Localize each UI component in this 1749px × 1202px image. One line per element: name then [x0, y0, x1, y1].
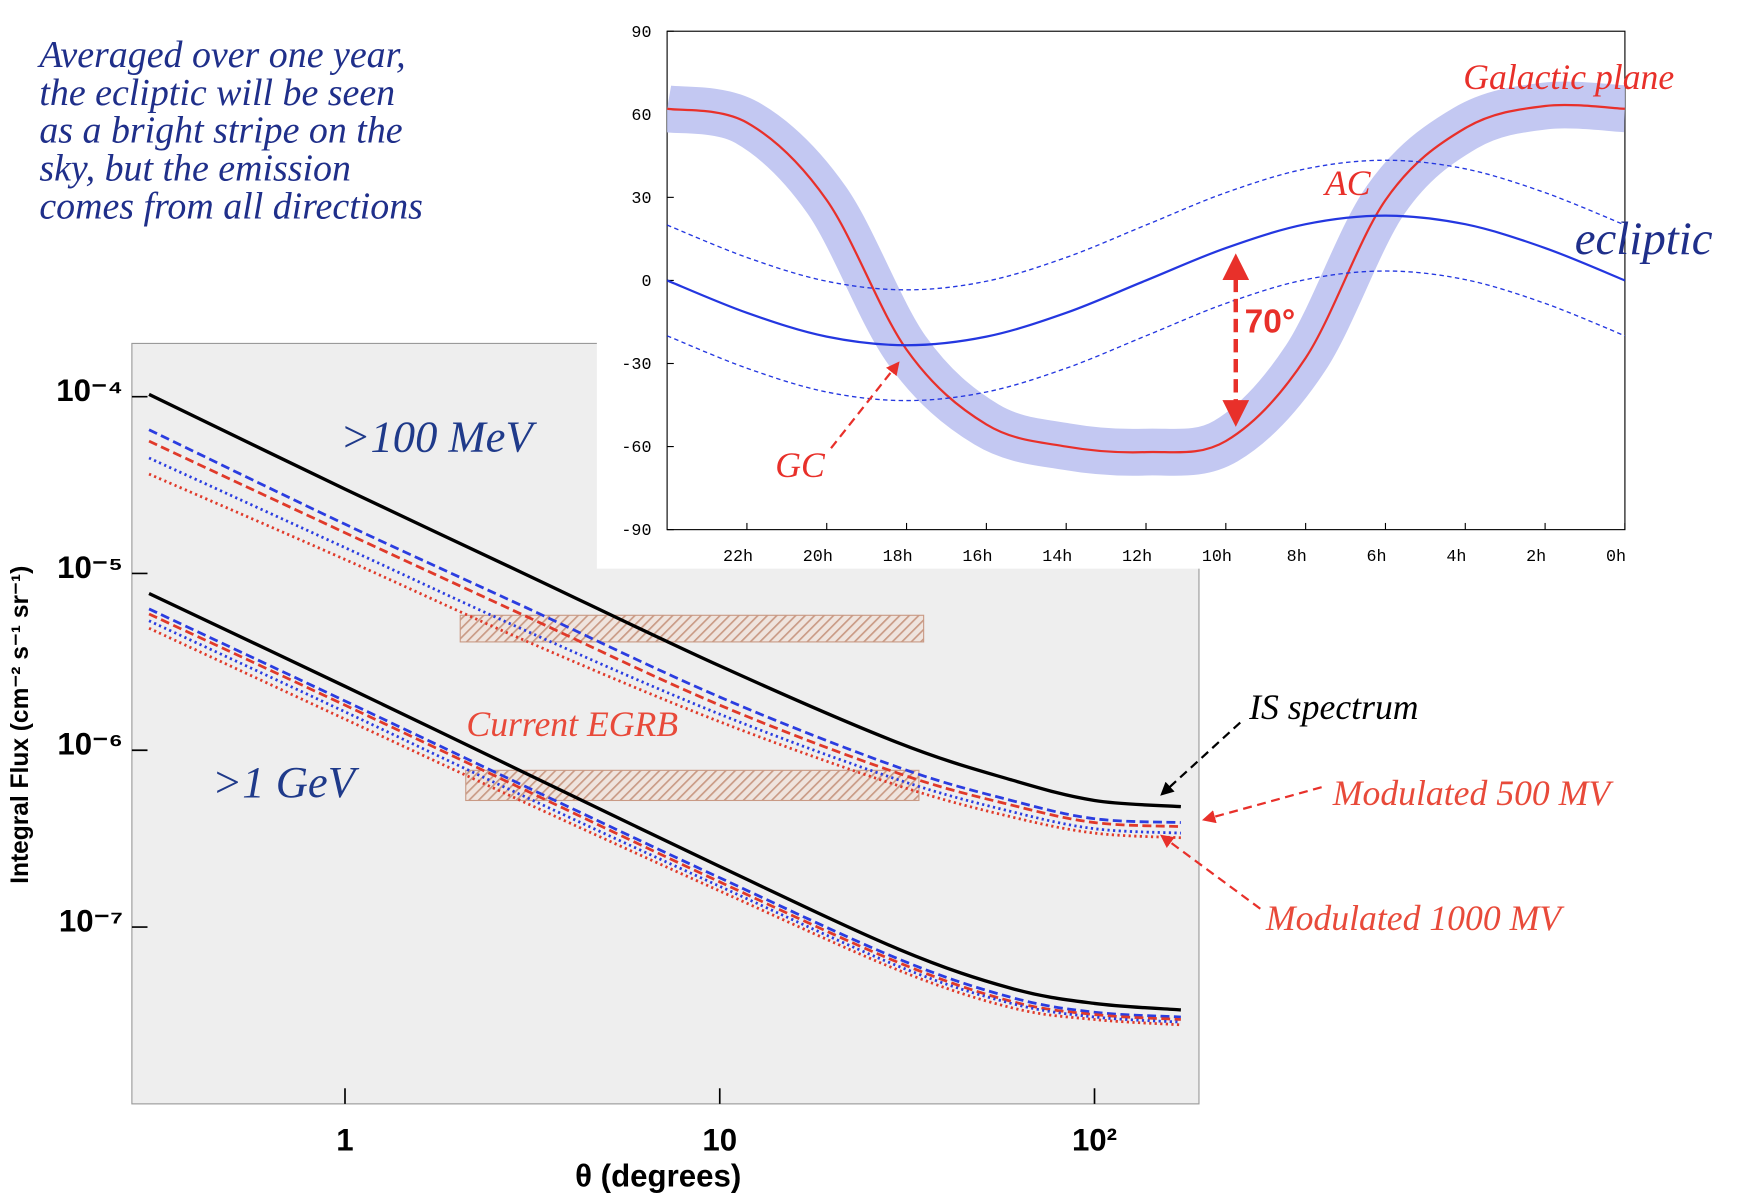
caption-line: as a bright stripe on the [39, 110, 402, 152]
flux-curve [148, 612, 1181, 1021]
sky-curve [667, 214, 1625, 347]
flux-curve [148, 392, 1181, 809]
sky-map: -90 -60 -30 0 30 60 90 22h 20h 18h 16h 14h 12h 10h 8h 6… [621, 24, 1712, 567]
annotation: >100 MeV [340, 412, 537, 462]
annotation: 70° [1245, 303, 1296, 340]
y-axis-label: Integral Flux (cm⁻² s⁻¹ sr⁻¹) [7, 566, 34, 884]
annotation: >1 GeV [212, 757, 360, 807]
x-tick-label: 0h [1606, 548, 1626, 567]
sky-curve [667, 270, 1625, 402]
series-label: Galactic plane [1463, 57, 1674, 97]
y-tick-label: 10⁻⁷ [59, 904, 123, 939]
caption-line: Averaged over one year, [36, 34, 405, 76]
flux-curve [148, 456, 1181, 835]
flux-chart: 10⁻⁴ 10⁻⁵ 10⁻⁶ 10⁻⁷ 1 10 10² >100 MeV >1 GeV Curr… [56, 373, 1614, 1158]
x-tick-label: 10h [1202, 548, 1232, 567]
x-tick-label: 18h [883, 548, 913, 567]
y-tick-label: 10⁻⁵ [57, 550, 123, 585]
y-tick-label: 60 [631, 107, 651, 126]
sky-curve [667, 103, 1625, 454]
flux-curve [148, 428, 1181, 824]
y-tick-label: 90 [631, 24, 651, 43]
x-tick-label: 2h [1526, 548, 1546, 567]
flux-curve [148, 592, 1181, 1012]
x-tick-label: 6h [1367, 548, 1387, 567]
annotation: IS spectrum [1248, 687, 1418, 727]
caption-line: comes from all directions [39, 186, 423, 228]
annotation: Modulated 1000 MV [1265, 898, 1565, 938]
y-tick-label: 10⁻⁶ [57, 727, 123, 762]
x-tick-label: 20h [803, 548, 833, 567]
x-tick-label: 1 [336, 1123, 353, 1158]
annotation-arrow [1201, 786, 1322, 824]
x-tick-label: 4h [1446, 548, 1466, 567]
annotation: AC [1323, 163, 1372, 203]
flux-curve [148, 607, 1181, 1019]
caption-line: sky, but the emission [39, 148, 351, 190]
y-tick-label: -90 [621, 522, 651, 541]
x-tick-label: 8h [1287, 548, 1307, 567]
annotation-arrow [1160, 721, 1241, 796]
x-axis-label: θ (degrees) [575, 1158, 741, 1193]
y-tick-label: -30 [621, 356, 651, 375]
x-tick-label: 14h [1042, 548, 1072, 567]
flux-curve [148, 472, 1181, 840]
x-tick-label: 10² [1072, 1123, 1117, 1158]
y-tick-label: 10⁻⁴ [56, 373, 123, 408]
y-tick-label: 30 [631, 190, 651, 209]
flux-curve [148, 439, 1181, 829]
egrb-band [465, 769, 920, 802]
caption: Averaged over one year,the ecliptic will… [36, 34, 423, 228]
y-tick-label: -60 [621, 439, 651, 458]
x-tick-label: 12h [1122, 548, 1152, 567]
series-label: ecliptic [1575, 213, 1713, 265]
sky-curve [667, 159, 1625, 291]
annotation: GC [775, 445, 826, 485]
annotation-arrow [1160, 834, 1261, 910]
x-tick-label: 10 [702, 1123, 737, 1158]
egrb-band [459, 614, 925, 643]
annotation: Modulated 500 MV [1332, 773, 1615, 813]
y-tick-label: 0 [641, 273, 651, 292]
caption-line: the ecliptic will be seen [39, 72, 395, 114]
x-tick-label: 16h [962, 548, 992, 567]
flux-curve [148, 619, 1181, 1024]
annotation: Current EGRB [466, 704, 678, 744]
x-tick-label: 22h [723, 548, 753, 567]
gc-arrow [830, 361, 900, 449]
